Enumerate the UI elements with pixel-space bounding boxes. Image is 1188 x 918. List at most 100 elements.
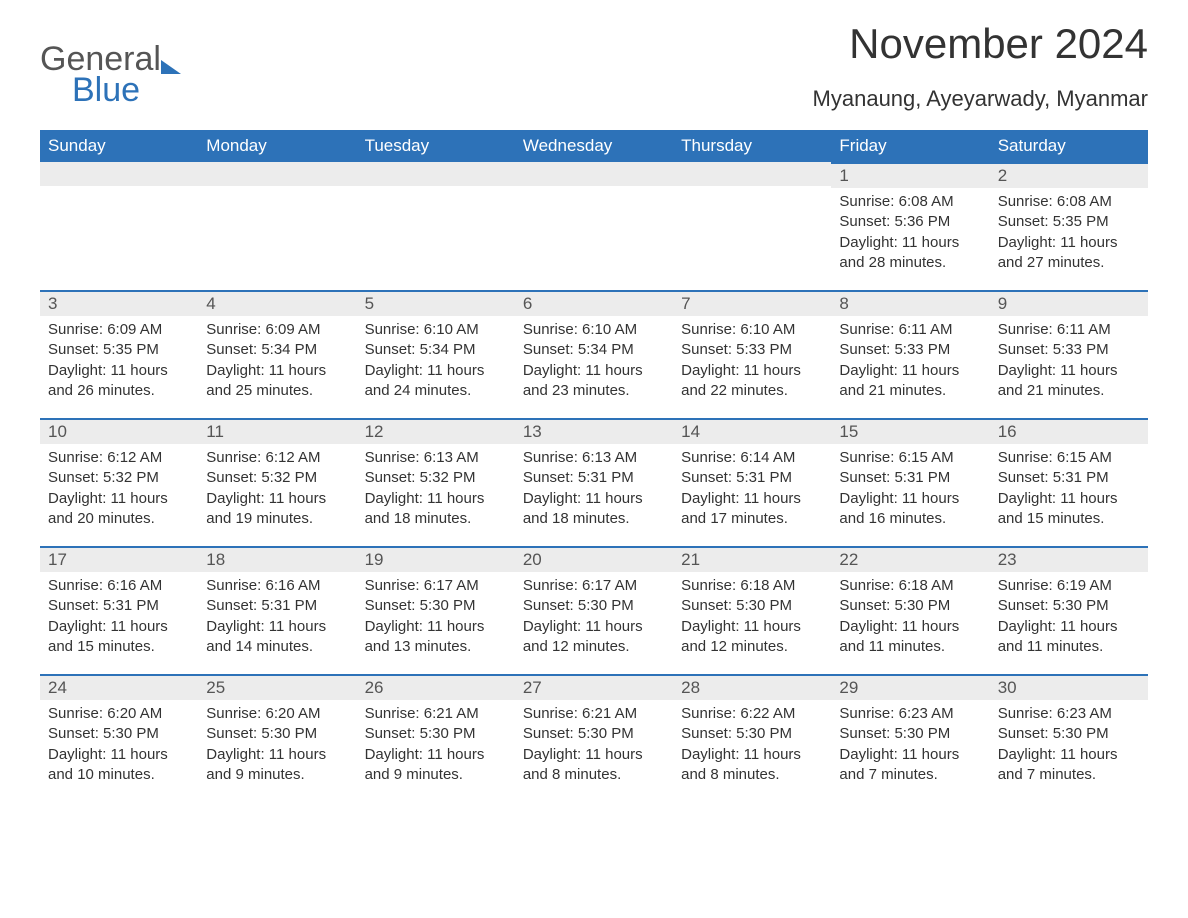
calendar-day-cell: 3Sunrise: 6:09 AMSunset: 5:35 PMDaylight… xyxy=(40,290,198,418)
calendar-day-cell: 2Sunrise: 6:08 AMSunset: 5:35 PMDaylight… xyxy=(990,162,1148,290)
day-number: 26 xyxy=(357,674,515,700)
day-number: 21 xyxy=(673,546,831,572)
day-details: Sunrise: 6:17 AMSunset: 5:30 PMDaylight:… xyxy=(357,572,515,665)
calendar-day-cell: 27Sunrise: 6:21 AMSunset: 5:30 PMDayligh… xyxy=(515,674,673,802)
day-details: Sunrise: 6:20 AMSunset: 5:30 PMDaylight:… xyxy=(198,700,356,793)
day-number: 9 xyxy=(990,290,1148,316)
day-number: 12 xyxy=(357,418,515,444)
day-number: 28 xyxy=(673,674,831,700)
day-number: 5 xyxy=(357,290,515,316)
day-number: 30 xyxy=(990,674,1148,700)
day-details: Sunrise: 6:16 AMSunset: 5:31 PMDaylight:… xyxy=(40,572,198,665)
day-number: 24 xyxy=(40,674,198,700)
calendar-day-cell: 14Sunrise: 6:14 AMSunset: 5:31 PMDayligh… xyxy=(673,418,831,546)
day-details: Sunrise: 6:16 AMSunset: 5:31 PMDaylight:… xyxy=(198,572,356,665)
day-details: Sunrise: 6:09 AMSunset: 5:35 PMDaylight:… xyxy=(40,316,198,409)
day-details: Sunrise: 6:15 AMSunset: 5:31 PMDaylight:… xyxy=(831,444,989,537)
day-details: Sunrise: 6:11 AMSunset: 5:33 PMDaylight:… xyxy=(990,316,1148,409)
calendar-body: 1Sunrise: 6:08 AMSunset: 5:36 PMDaylight… xyxy=(40,162,1148,802)
calendar-day-cell: 15Sunrise: 6:15 AMSunset: 5:31 PMDayligh… xyxy=(831,418,989,546)
empty-day-strip xyxy=(673,162,831,186)
day-number: 27 xyxy=(515,674,673,700)
calendar-day-cell: 6Sunrise: 6:10 AMSunset: 5:34 PMDaylight… xyxy=(515,290,673,418)
calendar-day-cell: 26Sunrise: 6:21 AMSunset: 5:30 PMDayligh… xyxy=(357,674,515,802)
calendar-day-cell: 5Sunrise: 6:10 AMSunset: 5:34 PMDaylight… xyxy=(357,290,515,418)
empty-day-strip xyxy=(40,162,198,186)
day-details: Sunrise: 6:19 AMSunset: 5:30 PMDaylight:… xyxy=(990,572,1148,665)
calendar-day-cell xyxy=(198,162,356,290)
day-details: Sunrise: 6:15 AMSunset: 5:31 PMDaylight:… xyxy=(990,444,1148,537)
empty-day-strip xyxy=(515,162,673,186)
day-details: Sunrise: 6:11 AMSunset: 5:33 PMDaylight:… xyxy=(831,316,989,409)
calendar-day-cell: 11Sunrise: 6:12 AMSunset: 5:32 PMDayligh… xyxy=(198,418,356,546)
day-number: 6 xyxy=(515,290,673,316)
weekday-header: Monday xyxy=(198,130,356,162)
day-details: Sunrise: 6:23 AMSunset: 5:30 PMDaylight:… xyxy=(831,700,989,793)
weekday-header: Wednesday xyxy=(515,130,673,162)
day-number: 29 xyxy=(831,674,989,700)
calendar-day-cell: 1Sunrise: 6:08 AMSunset: 5:36 PMDaylight… xyxy=(831,162,989,290)
day-number: 3 xyxy=(40,290,198,316)
calendar-day-cell: 12Sunrise: 6:13 AMSunset: 5:32 PMDayligh… xyxy=(357,418,515,546)
day-number: 17 xyxy=(40,546,198,572)
day-number: 19 xyxy=(357,546,515,572)
calendar-day-cell: 23Sunrise: 6:19 AMSunset: 5:30 PMDayligh… xyxy=(990,546,1148,674)
calendar-day-cell: 8Sunrise: 6:11 AMSunset: 5:33 PMDaylight… xyxy=(831,290,989,418)
day-number: 22 xyxy=(831,546,989,572)
calendar-day-cell: 30Sunrise: 6:23 AMSunset: 5:30 PMDayligh… xyxy=(990,674,1148,802)
location-text: Myanaung, Ayeyarwady, Myanmar xyxy=(813,86,1148,112)
calendar-day-cell: 25Sunrise: 6:20 AMSunset: 5:30 PMDayligh… xyxy=(198,674,356,802)
day-number: 14 xyxy=(673,418,831,444)
day-details: Sunrise: 6:14 AMSunset: 5:31 PMDaylight:… xyxy=(673,444,831,537)
day-number: 1 xyxy=(831,162,989,188)
weekday-header: Saturday xyxy=(990,130,1148,162)
day-details: Sunrise: 6:12 AMSunset: 5:32 PMDaylight:… xyxy=(198,444,356,537)
calendar-day-cell xyxy=(357,162,515,290)
calendar-day-cell: 20Sunrise: 6:17 AMSunset: 5:30 PMDayligh… xyxy=(515,546,673,674)
day-details: Sunrise: 6:08 AMSunset: 5:35 PMDaylight:… xyxy=(990,188,1148,281)
weekday-header: Thursday xyxy=(673,130,831,162)
calendar-day-cell: 7Sunrise: 6:10 AMSunset: 5:33 PMDaylight… xyxy=(673,290,831,418)
calendar-day-cell: 22Sunrise: 6:18 AMSunset: 5:30 PMDayligh… xyxy=(831,546,989,674)
day-details: Sunrise: 6:22 AMSunset: 5:30 PMDaylight:… xyxy=(673,700,831,793)
logo-triangle-icon xyxy=(161,60,181,74)
day-number: 4 xyxy=(198,290,356,316)
day-number: 11 xyxy=(198,418,356,444)
weekday-header: Friday xyxy=(831,130,989,162)
day-details: Sunrise: 6:10 AMSunset: 5:33 PMDaylight:… xyxy=(673,316,831,409)
calendar-day-cell: 13Sunrise: 6:13 AMSunset: 5:31 PMDayligh… xyxy=(515,418,673,546)
day-number: 8 xyxy=(831,290,989,316)
calendar-week-row: 10Sunrise: 6:12 AMSunset: 5:32 PMDayligh… xyxy=(40,418,1148,546)
calendar-week-row: 24Sunrise: 6:20 AMSunset: 5:30 PMDayligh… xyxy=(40,674,1148,802)
day-details: Sunrise: 6:12 AMSunset: 5:32 PMDaylight:… xyxy=(40,444,198,537)
month-title: November 2024 xyxy=(813,20,1148,68)
calendar-table: Sunday Monday Tuesday Wednesday Thursday… xyxy=(40,130,1148,802)
calendar-day-cell: 24Sunrise: 6:20 AMSunset: 5:30 PMDayligh… xyxy=(40,674,198,802)
day-details: Sunrise: 6:18 AMSunset: 5:30 PMDaylight:… xyxy=(831,572,989,665)
day-number: 23 xyxy=(990,546,1148,572)
day-number: 18 xyxy=(198,546,356,572)
day-number: 16 xyxy=(990,418,1148,444)
calendar-day-cell: 17Sunrise: 6:16 AMSunset: 5:31 PMDayligh… xyxy=(40,546,198,674)
calendar-day-cell: 16Sunrise: 6:15 AMSunset: 5:31 PMDayligh… xyxy=(990,418,1148,546)
day-number: 10 xyxy=(40,418,198,444)
day-number: 25 xyxy=(198,674,356,700)
calendar-day-cell: 4Sunrise: 6:09 AMSunset: 5:34 PMDaylight… xyxy=(198,290,356,418)
day-details: Sunrise: 6:21 AMSunset: 5:30 PMDaylight:… xyxy=(515,700,673,793)
calendar-week-row: 1Sunrise: 6:08 AMSunset: 5:36 PMDaylight… xyxy=(40,162,1148,290)
day-details: Sunrise: 6:09 AMSunset: 5:34 PMDaylight:… xyxy=(198,316,356,409)
calendar-day-cell: 28Sunrise: 6:22 AMSunset: 5:30 PMDayligh… xyxy=(673,674,831,802)
day-details: Sunrise: 6:23 AMSunset: 5:30 PMDaylight:… xyxy=(990,700,1148,793)
calendar-day-cell xyxy=(515,162,673,290)
day-details: Sunrise: 6:13 AMSunset: 5:32 PMDaylight:… xyxy=(357,444,515,537)
header: General Blue November 2024 Myanaung, Aye… xyxy=(40,20,1148,112)
title-block: November 2024 Myanaung, Ayeyarwady, Myan… xyxy=(813,20,1148,112)
weekday-header: Tuesday xyxy=(357,130,515,162)
day-number: 7 xyxy=(673,290,831,316)
day-details: Sunrise: 6:21 AMSunset: 5:30 PMDaylight:… xyxy=(357,700,515,793)
day-number: 13 xyxy=(515,418,673,444)
calendar-day-cell: 19Sunrise: 6:17 AMSunset: 5:30 PMDayligh… xyxy=(357,546,515,674)
empty-day-strip xyxy=(198,162,356,186)
calendar-day-cell: 21Sunrise: 6:18 AMSunset: 5:30 PMDayligh… xyxy=(673,546,831,674)
logo-blue-text: Blue xyxy=(72,71,140,110)
